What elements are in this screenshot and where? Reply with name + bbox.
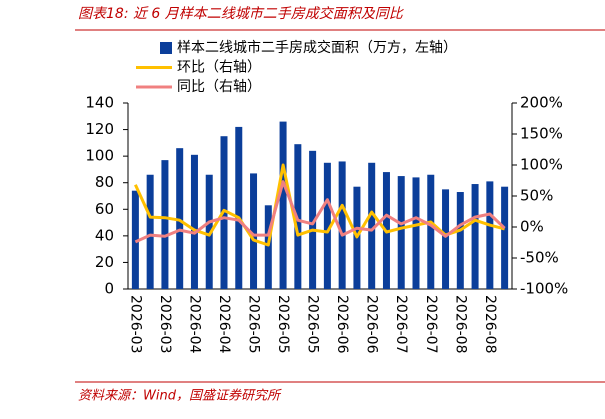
bar bbox=[427, 174, 435, 289]
bar bbox=[501, 186, 509, 289]
legend-label: 同比（右轴） bbox=[177, 79, 261, 95]
line bbox=[134, 180, 506, 244]
x-tick-label: 2026-05 bbox=[246, 295, 262, 354]
bar bbox=[338, 161, 346, 289]
bar bbox=[309, 150, 317, 289]
y2-tick-label: 50% bbox=[520, 187, 553, 205]
x-tick-label: 2026-06 bbox=[334, 295, 350, 354]
x-tick-label: 2026-05 bbox=[275, 295, 291, 354]
bar bbox=[456, 192, 464, 289]
y-tick-label: 60 bbox=[95, 200, 114, 218]
y2-tick-label: 200% bbox=[520, 94, 563, 112]
bar bbox=[205, 174, 213, 289]
x-tick-label: 2026-03 bbox=[127, 295, 143, 354]
y-tick-label: 0 bbox=[104, 280, 114, 298]
y-tick-label: 100 bbox=[85, 147, 114, 165]
bar bbox=[442, 189, 450, 289]
y2-tick-label: -50% bbox=[520, 249, 559, 267]
bar bbox=[176, 148, 184, 289]
bar bbox=[486, 181, 494, 289]
bar bbox=[323, 162, 331, 289]
x-tick-label: 2026-03 bbox=[157, 295, 173, 354]
y-tick-label: 120 bbox=[85, 120, 114, 138]
y2-tick-label: 150% bbox=[520, 125, 563, 143]
x-tick-label: 2026-07 bbox=[423, 295, 439, 354]
bar bbox=[161, 160, 169, 289]
source-note: 资料来源：Wind，国盛证券研究所 bbox=[78, 388, 282, 404]
x-tick-label: 2026-08 bbox=[482, 295, 498, 354]
y2-tick-label: -100% bbox=[520, 280, 568, 298]
bar bbox=[190, 154, 198, 289]
y2-tick-label: 100% bbox=[520, 156, 563, 174]
bar bbox=[471, 184, 479, 289]
x-tick-label: 2026-07 bbox=[393, 295, 409, 354]
x-tick-label: 2026-06 bbox=[364, 295, 380, 354]
y-tick-label: 80 bbox=[95, 173, 114, 191]
bar bbox=[279, 121, 287, 289]
x-tick-label: 2026-08 bbox=[452, 295, 468, 354]
x-tick-label: 2026-05 bbox=[305, 295, 321, 354]
bar bbox=[412, 177, 420, 289]
y-tick-label: 140 bbox=[85, 94, 114, 112]
bar bbox=[146, 174, 154, 289]
x-tick-label: 2026-04 bbox=[216, 295, 232, 354]
bar bbox=[264, 205, 272, 289]
y-tick-label: 20 bbox=[95, 253, 114, 271]
bar bbox=[235, 126, 243, 290]
chart-title: 图表18: 近 6 月样本二线城市二手房成交面积及同比 bbox=[78, 6, 405, 22]
y-tick-label: 40 bbox=[95, 226, 114, 244]
legend-label: 环比（右轴） bbox=[177, 60, 261, 76]
bar bbox=[368, 162, 376, 289]
bar bbox=[131, 190, 139, 289]
bar bbox=[397, 176, 405, 289]
bar bbox=[250, 173, 258, 289]
x-tick-label: 2026-04 bbox=[186, 295, 202, 354]
legend-label: 样本二线城市二手房成交面积（万方，左轴） bbox=[177, 39, 457, 56]
legend-swatch bbox=[160, 42, 172, 54]
y2-tick-label: 0% bbox=[520, 218, 544, 236]
